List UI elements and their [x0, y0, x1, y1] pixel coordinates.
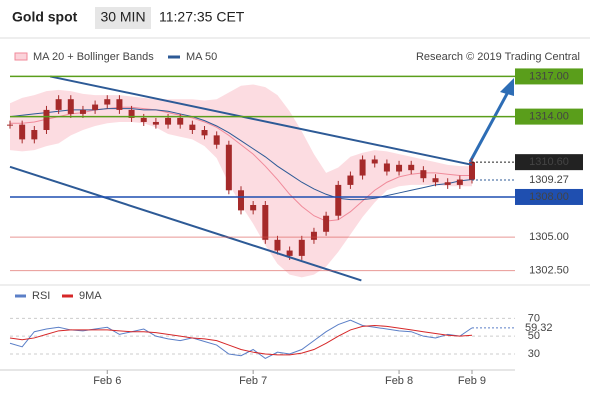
indicator-line [9, 324, 473, 356]
candle [213, 135, 220, 145]
x-tick-label: Feb 6 [93, 375, 121, 387]
candle [7, 124, 13, 126]
candle [19, 124, 26, 140]
forecast-arrow [468, 91, 510, 163]
candle [274, 239, 281, 251]
candle [165, 117, 172, 125]
legend-label: 9MA [79, 290, 102, 302]
candle [104, 99, 111, 105]
time: 11:27:35 CET [159, 9, 245, 25]
y-tick-label: 30 [528, 348, 540, 360]
y-tick-label: 50 [528, 330, 540, 342]
x-tick-label: Feb 9 [458, 375, 486, 387]
legend-swatch [14, 52, 28, 61]
candle [347, 175, 354, 185]
level-label-box [515, 68, 583, 85]
candle [177, 117, 184, 125]
candle [189, 124, 196, 130]
candle [92, 104, 99, 110]
candle [201, 130, 208, 136]
candle [335, 184, 342, 216]
candle [140, 117, 147, 122]
legend-label: MA 50 [186, 51, 217, 63]
candle [262, 205, 269, 240]
current-label: 59.32 [525, 322, 553, 334]
note: Research © 2019 Trading Central [416, 51, 580, 63]
candle [238, 190, 244, 211]
ma-line [10, 106, 472, 222]
candle [43, 109, 50, 130]
timeframe: 30 MIN [100, 9, 145, 25]
x-tick-label: Feb 8 [385, 375, 413, 387]
candle [456, 179, 463, 185]
candle [152, 121, 159, 125]
candle [359, 159, 366, 176]
level-label: 1308.00 [529, 191, 569, 203]
bollinger-band [10, 84, 472, 278]
candle [383, 163, 390, 172]
candle [116, 99, 123, 110]
level-label-box [515, 108, 583, 125]
candle [225, 144, 232, 191]
candle [323, 215, 330, 232]
candle [310, 231, 317, 240]
y-tick-label: 70 [528, 312, 540, 324]
level-label-box [515, 154, 583, 171]
candle [469, 162, 475, 180]
candle [31, 130, 38, 140]
chart-title: Gold spot [12, 9, 78, 25]
candle [286, 250, 293, 256]
level-label: 1302.50 [529, 265, 569, 277]
candle [250, 205, 257, 211]
candle [67, 99, 74, 114]
candle [371, 159, 378, 164]
candle [298, 239, 305, 256]
legend-label: MA 20 + Bollinger Bands [33, 51, 154, 63]
candle [128, 109, 135, 118]
trend-line [9, 165, 362, 282]
ma-line [9, 108, 473, 201]
timeframe-box [95, 7, 151, 29]
candle [55, 99, 62, 110]
candle [79, 109, 86, 114]
level-label: 1314.00 [529, 111, 569, 123]
level-label: 1310.60 [529, 156, 569, 168]
level-label: 1317.00 [529, 70, 569, 82]
trend-line [49, 75, 473, 166]
candle [396, 164, 403, 172]
candle [408, 164, 415, 171]
legend-label: RSI [32, 290, 50, 302]
x-tick-label: Feb 7 [239, 375, 267, 387]
candle [444, 182, 451, 185]
level-label: 1309.27 [529, 174, 569, 186]
candle [420, 170, 427, 179]
candle [432, 178, 439, 183]
level-label-box [515, 188, 583, 205]
forecast-arrowhead [500, 78, 514, 96]
level-label: 1305.00 [529, 231, 569, 243]
